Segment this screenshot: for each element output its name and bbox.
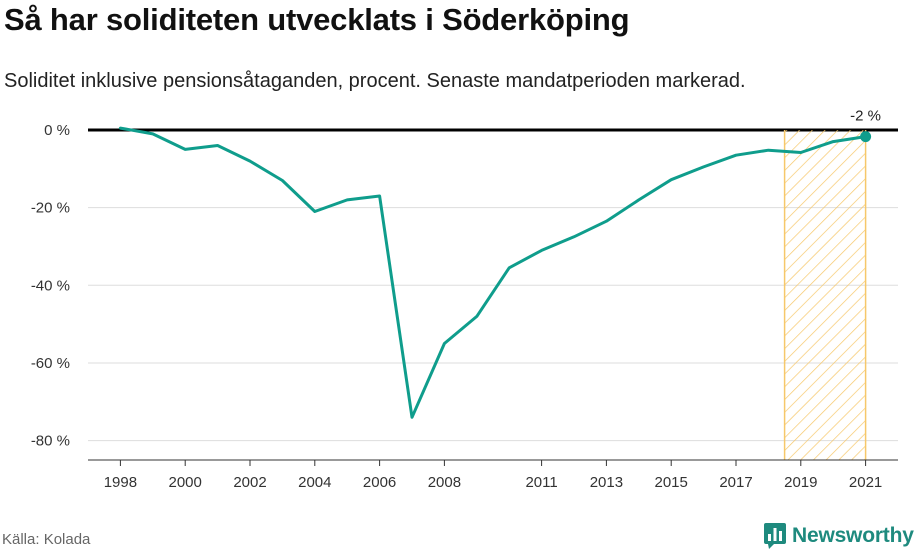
highlight-band xyxy=(784,130,866,460)
x-tick-label: 2011 xyxy=(525,474,557,491)
x-tick-label: 2004 xyxy=(298,474,331,491)
chart-title: Så har soliditeten utvecklats i Söderköp… xyxy=(4,2,630,37)
annotations: -2 % xyxy=(850,108,881,125)
series-line xyxy=(118,126,868,419)
x-tick-label: 2013 xyxy=(590,474,623,491)
x-tick-label: 2006 xyxy=(363,474,396,491)
x-tick-label: 2000 xyxy=(169,474,202,491)
gridlines xyxy=(88,128,898,442)
x-tick-label: 1998 xyxy=(104,474,137,491)
y-tick-label: 0 % xyxy=(44,122,70,139)
brand-logo[interactable]: Newsworthy xyxy=(764,520,914,552)
brand-name: Newsworthy xyxy=(792,524,914,547)
y-tick-label: -80 % xyxy=(31,433,70,450)
chart-subtitle: Soliditet inklusive pensionsåtaganden, p… xyxy=(4,70,746,92)
x-tick-label: 2002 xyxy=(233,474,266,491)
x-tick-label: 2017 xyxy=(719,474,752,491)
y-tick-label: -60 % xyxy=(31,355,70,372)
y-tick-label: -20 % xyxy=(31,200,70,217)
highlight-period xyxy=(783,130,867,460)
y-tick-label: -40 % xyxy=(31,277,70,294)
x-tick-label: 2015 xyxy=(655,474,688,491)
x-tick-label: 2019 xyxy=(784,474,817,491)
y-axis: 0 % -20 % -40 % -60 % -80 % xyxy=(31,122,70,450)
end-value-label: -2 % xyxy=(850,108,881,125)
x-axis: 1998 2000 2002 2004 2006 2008 2011 2013 2015 2017… xyxy=(88,459,898,491)
x-tick-label: 2021 xyxy=(849,474,882,491)
bar-chart-icon xyxy=(764,523,786,549)
source-note: Källa: Kolada xyxy=(2,531,91,548)
series xyxy=(118,126,872,419)
x-tick-label: 2008 xyxy=(428,474,461,491)
end-point xyxy=(860,131,872,143)
